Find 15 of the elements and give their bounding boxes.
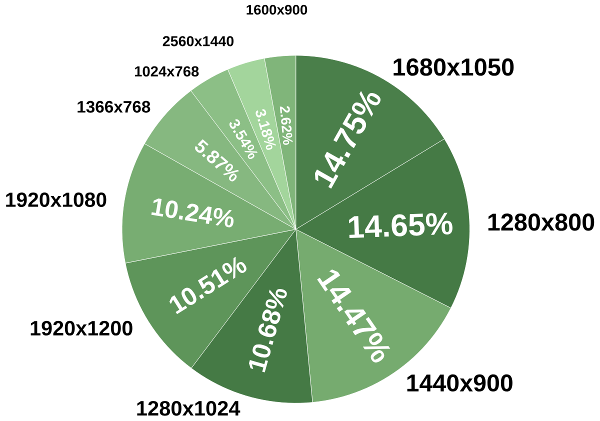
data-label: 14.65% — [348, 212, 452, 238]
data-label: 10.68% — [249, 289, 287, 373]
slice-label: 1440x900 — [407, 374, 512, 392]
slice-label: 1600x900 — [246, 5, 308, 15]
slice-label: 1280x800 — [488, 214, 594, 231]
slice-label: 2560x1440 — [162, 36, 234, 46]
data-label: 3.18% — [256, 109, 276, 150]
slice-label: 1920x1080 — [6, 192, 106, 208]
data-label: 2.62% — [280, 106, 293, 146]
slice-label: 1680x1050 — [394, 58, 514, 76]
slice-label: 1920x1200 — [30, 321, 132, 336]
data-label: 10.24% — [151, 198, 234, 228]
slice-label: 1024x768 — [135, 66, 199, 77]
slice-label: 1280x1024 — [137, 401, 240, 416]
slice-label: 1366x768 — [78, 101, 150, 113]
